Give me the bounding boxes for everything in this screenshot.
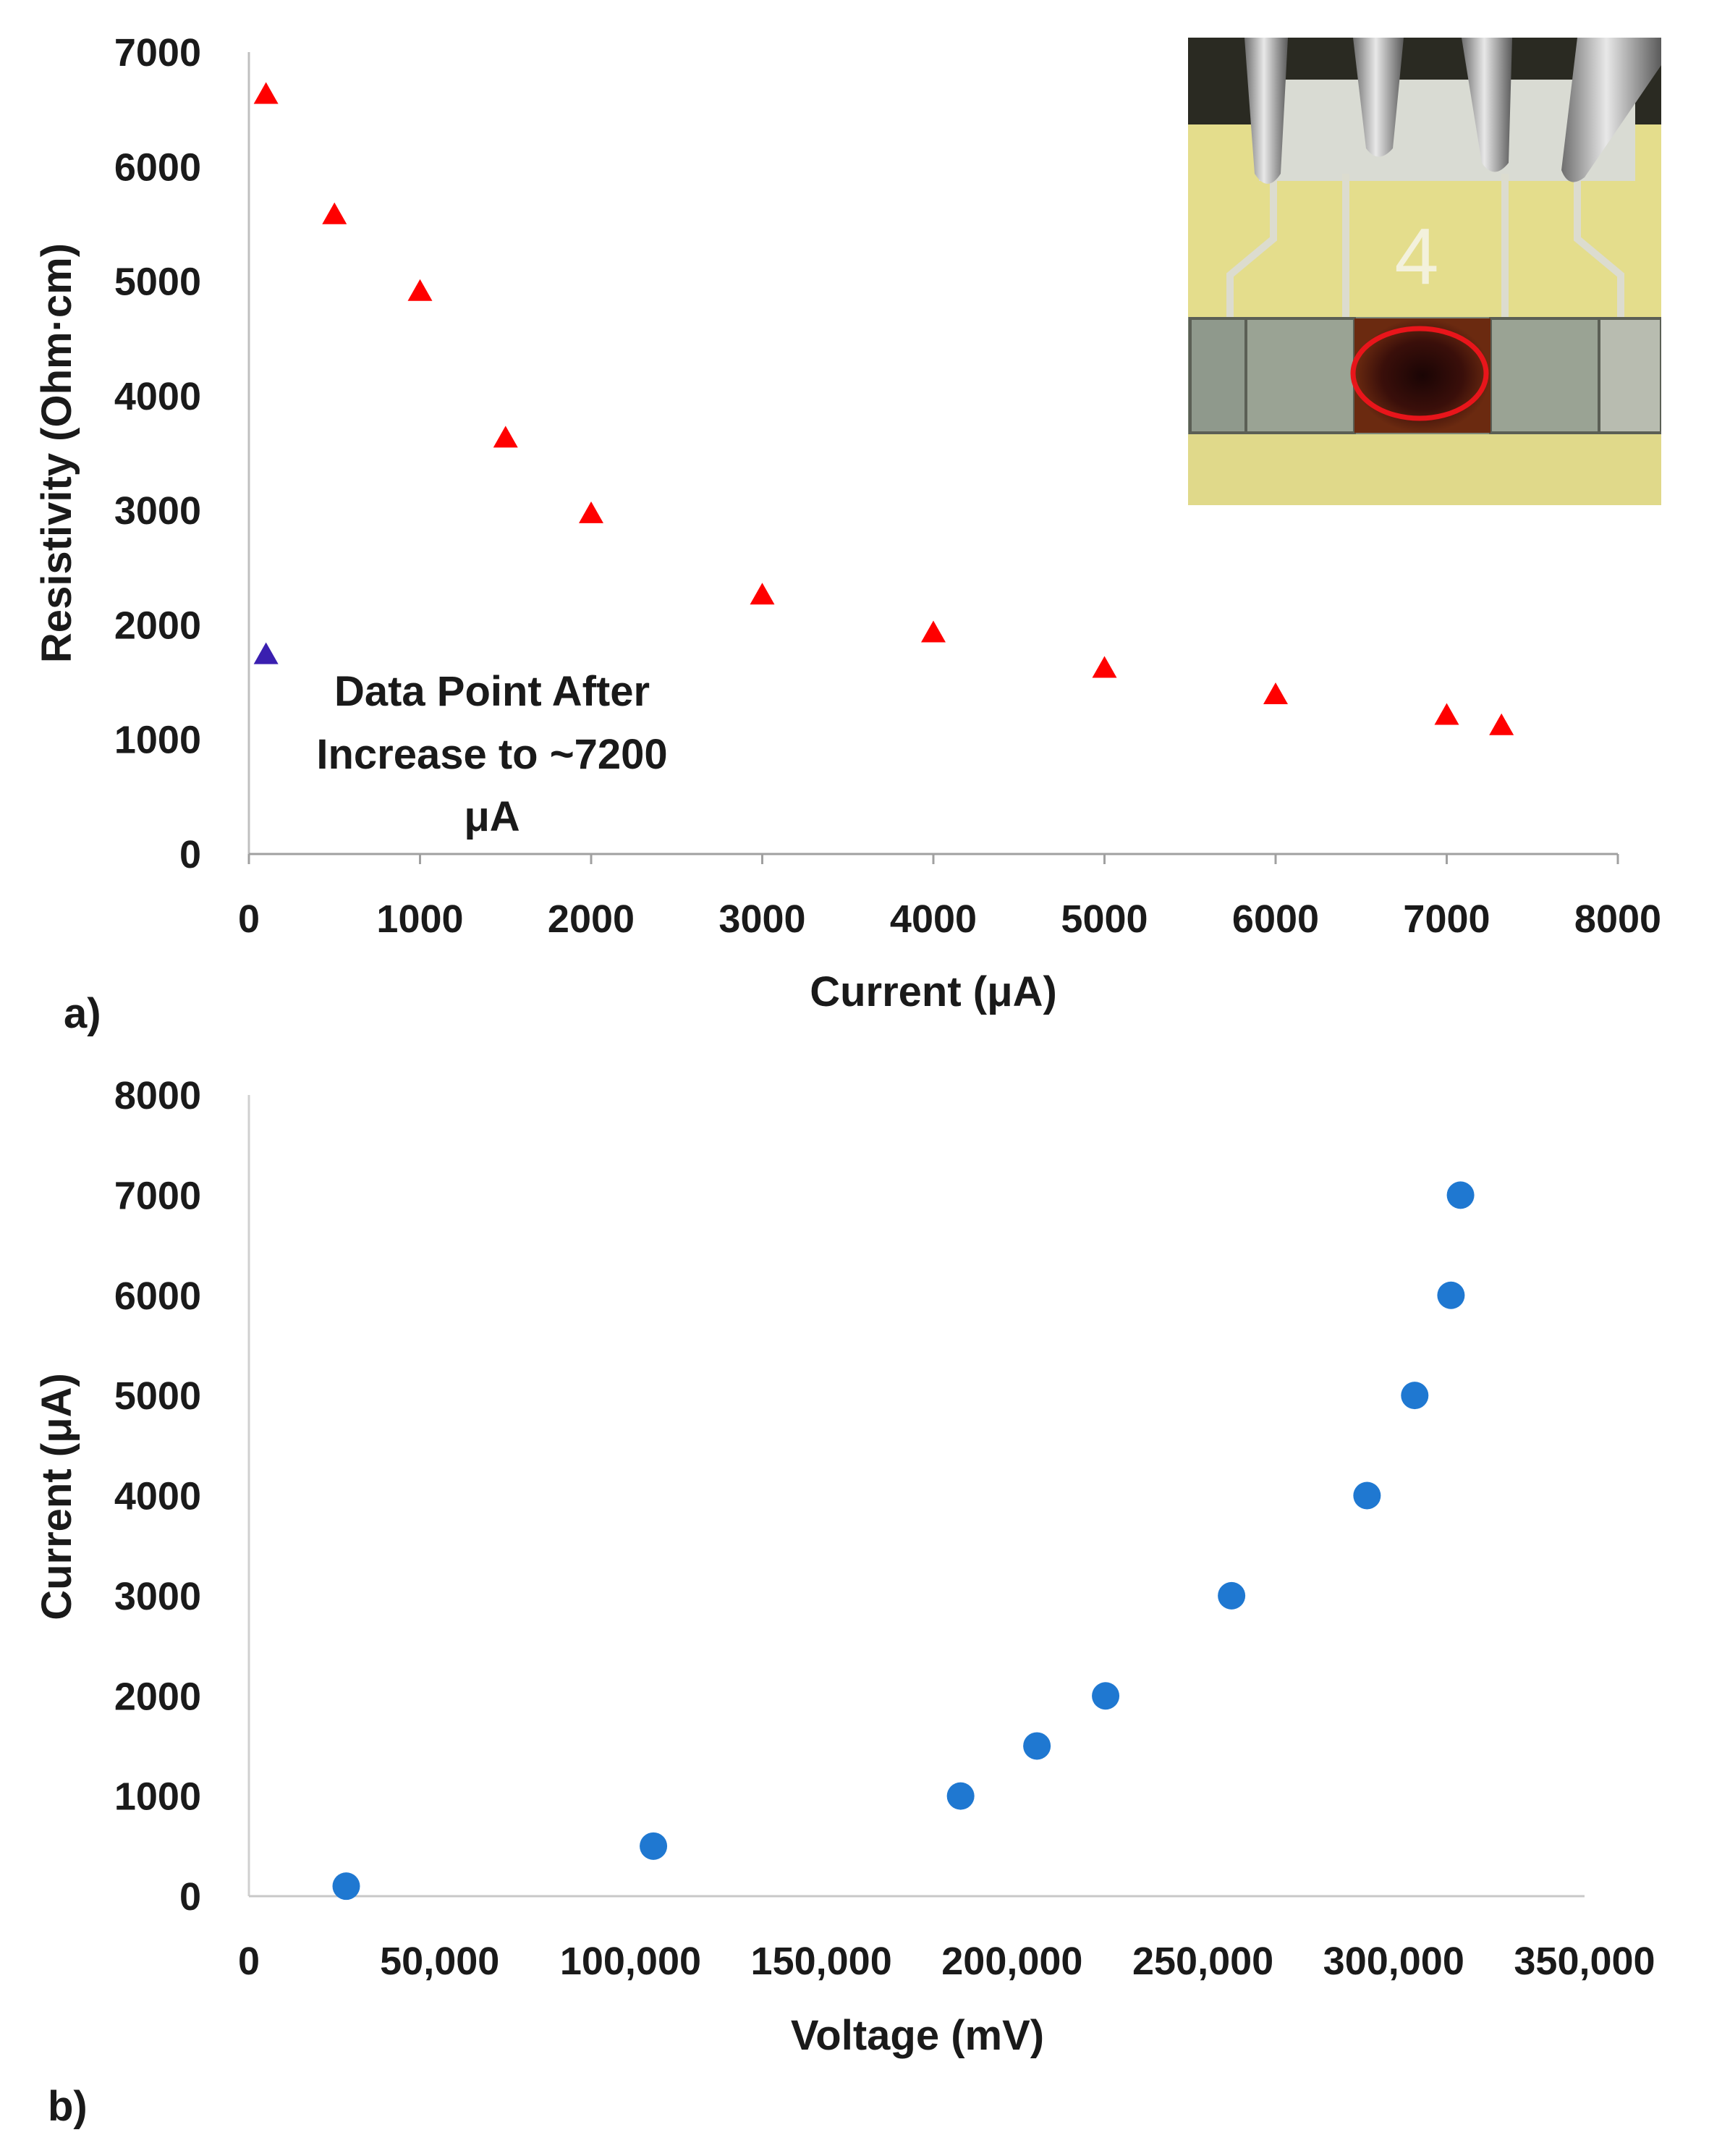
y-tick-label: 5000: [114, 1374, 201, 1418]
panel-a-annotation: Data Point After Increase to ~7200 μA: [316, 668, 667, 840]
y-tick-label: 5000: [114, 261, 201, 304]
data-point-triangle: [1434, 703, 1459, 725]
x-tick-label: 2000: [548, 897, 635, 941]
y-tick-label: 2000: [114, 1675, 201, 1718]
data-point-triangle: [253, 82, 279, 104]
x-tick-label: 350,000: [1514, 1940, 1655, 1983]
y-tick-label: 0: [179, 1875, 201, 1919]
x-tick-label: 50,000: [380, 1940, 499, 1983]
panel-b-x-ticks: 0 50,000 100,000 150,000 200,000 250,000 300,0…: [238, 1940, 1655, 1983]
data-point-circle: [332, 1872, 360, 1901]
data-point-circle: [1218, 1581, 1246, 1610]
data-point-circle: [1446, 1181, 1475, 1209]
panel-b-label: b): [48, 2083, 88, 2130]
x-tick-label: 1000: [376, 897, 463, 941]
data-point-circle: [946, 1782, 975, 1810]
x-tick-label: 6000: [1232, 897, 1319, 941]
data-point-circle: [1023, 1732, 1051, 1760]
data-point-triangle: [322, 202, 347, 224]
y-tick-label: 6000: [114, 1274, 201, 1318]
inset-label: 4: [1394, 212, 1438, 301]
x-tick-label: 0: [238, 897, 260, 941]
annotation-line-1: Data Point After: [334, 668, 650, 715]
panel-a-x-axis-title: Current (μA): [810, 968, 1057, 1015]
data-point-triangle: [1489, 713, 1514, 735]
x-tick-label: 3000: [718, 897, 805, 941]
panel-a-chart: 0 1000 2000 3000 4000 5000 6000 7000 8000 0 1000 2…: [33, 31, 1661, 1037]
data-point-triangle: [1263, 682, 1288, 704]
data-point-circle: [1401, 1382, 1429, 1410]
y-tick-label: 4000: [114, 1475, 201, 1518]
inset-probes: [1244, 38, 1661, 184]
data-point-triangle: [407, 279, 433, 301]
x-tick-label: 200,000: [941, 1940, 1082, 1983]
x-tick-label: 7000: [1403, 897, 1490, 941]
panel-a-x-ticks: 0 1000 2000 3000 4000 5000 6000 7000 8000: [238, 854, 1661, 941]
panel-a-y-axis-title: Resistivity (Ohm·cm): [33, 243, 80, 663]
x-tick-label: 4000: [890, 897, 977, 941]
data-point-circle: [1437, 1281, 1465, 1309]
y-tick-label: 1000: [114, 719, 201, 762]
panel-b-data-marks: [332, 1181, 1475, 1901]
panel-b-y-axis-title: Current (μA): [33, 1373, 80, 1620]
y-tick-label: 7000: [114, 31, 201, 75]
data-point-triangle: [253, 642, 279, 664]
panel-a-data-marks: [253, 82, 1514, 735]
y-tick-label: 7000: [114, 1174, 201, 1217]
panel-b-axes: [247, 1095, 1585, 1898]
y-tick-label: 0: [179, 833, 201, 876]
panel-b-y-ticks: 0 1000 2000 3000 4000 5000 6000 7000 8000: [114, 1074, 201, 1919]
x-tick-label: 0: [238, 1940, 260, 1983]
x-tick-label: 5000: [1061, 897, 1148, 941]
data-point-circle: [1092, 1682, 1120, 1710]
y-tick-label: 1000: [114, 1775, 201, 1819]
panel-a-y-ticks: 0 1000 2000 3000 4000 5000 6000 7000: [114, 31, 201, 876]
data-point-triangle: [1092, 656, 1117, 678]
x-tick-label: 100,000: [560, 1940, 701, 1983]
data-point-circle: [640, 1832, 668, 1860]
y-tick-label: 2000: [114, 604, 201, 647]
data-point-triangle: [921, 620, 946, 643]
data-point-triangle: [750, 583, 775, 605]
data-point-triangle: [493, 426, 518, 448]
x-tick-label: 300,000: [1323, 1940, 1464, 1983]
y-tick-label: 8000: [114, 1074, 201, 1117]
panel-a-label: a): [64, 990, 101, 1037]
panel-b-chart: 0 50,000 100,000 150,000 200,000 250,000 300,0…: [33, 1074, 1655, 2130]
data-point-circle: [1353, 1481, 1381, 1510]
inset-highlight-ellipse: [1350, 326, 1489, 421]
x-tick-label: 150,000: [751, 1940, 892, 1983]
annotation-line-2: Increase to ~7200: [316, 731, 667, 778]
x-tick-label: 8000: [1574, 897, 1661, 941]
panel-b-x-axis-title: Voltage (mV): [791, 2012, 1044, 2059]
y-tick-label: 3000: [114, 489, 201, 533]
y-tick-label: 4000: [114, 375, 201, 418]
data-point-triangle: [579, 501, 603, 523]
x-tick-label: 250,000: [1132, 1940, 1273, 1983]
annotation-line-3: μA: [464, 793, 520, 840]
inset-photo: 4: [1188, 38, 1661, 505]
y-tick-label: 6000: [114, 145, 201, 189]
inset-resistive-spot: [1354, 318, 1490, 433]
y-tick-label: 3000: [114, 1575, 201, 1618]
